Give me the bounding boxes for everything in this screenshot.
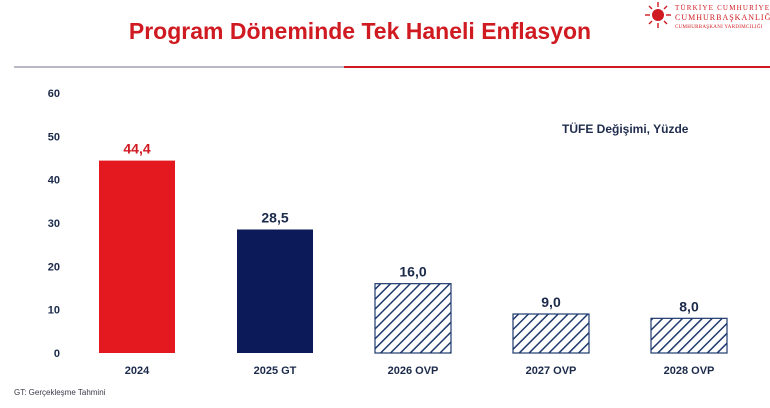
value-label: 9,0 [541, 294, 561, 310]
y-tick-label: 50 [48, 131, 60, 143]
value-labels: 44,4 28,5 16,0 9,0 8,0 [123, 141, 699, 315]
footnote: GT: Gerçekleşme Tahmini [14, 388, 106, 397]
bars [99, 160, 728, 354]
value-label: 28,5 [261, 210, 288, 226]
sun-emblem-icon [645, 2, 671, 28]
x-tick-label: 2028 OVP [664, 365, 715, 377]
y-tick-label: 10 [48, 305, 60, 317]
x-tick-label: 2026 OVP [388, 365, 439, 377]
y-tick-label: 60 [48, 88, 60, 100]
slide-title: Program Döneminde Tek Haneli Enflasyon [128, 18, 592, 44]
bar-2026-ovp [374, 283, 452, 354]
title-rule-right [344, 66, 770, 68]
x-tick-label: 2025 GT [254, 365, 297, 377]
bar-2027-ovp [512, 313, 590, 354]
bar-2025-gt [237, 229, 313, 353]
y-tick-label: 20 [48, 261, 60, 273]
x-axis-labels: 2024 2025 GT 2026 OVP 2027 OVP 2028 OVP [125, 365, 715, 377]
logo-line-3: CUMHURBAŞKANI YARDIMCILIĞI [675, 25, 763, 30]
title-rule-left [14, 66, 344, 68]
logo-line-1: TÜRKİYE CUMHURİYETİ [675, 4, 770, 12]
x-tick-label: 2027 OVP [526, 365, 577, 377]
unit-label: TÜFE Değişimi, Yüzde [562, 122, 689, 136]
bar-2028-ovp [650, 317, 728, 354]
y-axis: 0 10 20 30 40 50 60 [48, 88, 60, 360]
value-label: 44,4 [123, 141, 150, 157]
presidency-logo: TÜRKİYE CUMHURİYETİ CUMHURBAŞKANLIĞI CUM… [630, 0, 770, 36]
y-tick-label: 30 [48, 218, 60, 230]
logo-line-2: CUMHURBAŞKANLIĞI [675, 13, 770, 22]
bar-2024 [99, 160, 175, 353]
y-tick-label: 0 [54, 348, 60, 360]
value-label: 16,0 [399, 264, 426, 280]
x-tick-label: 2024 [125, 365, 150, 377]
y-tick-label: 40 [48, 175, 60, 187]
value-label: 8,0 [679, 298, 699, 314]
